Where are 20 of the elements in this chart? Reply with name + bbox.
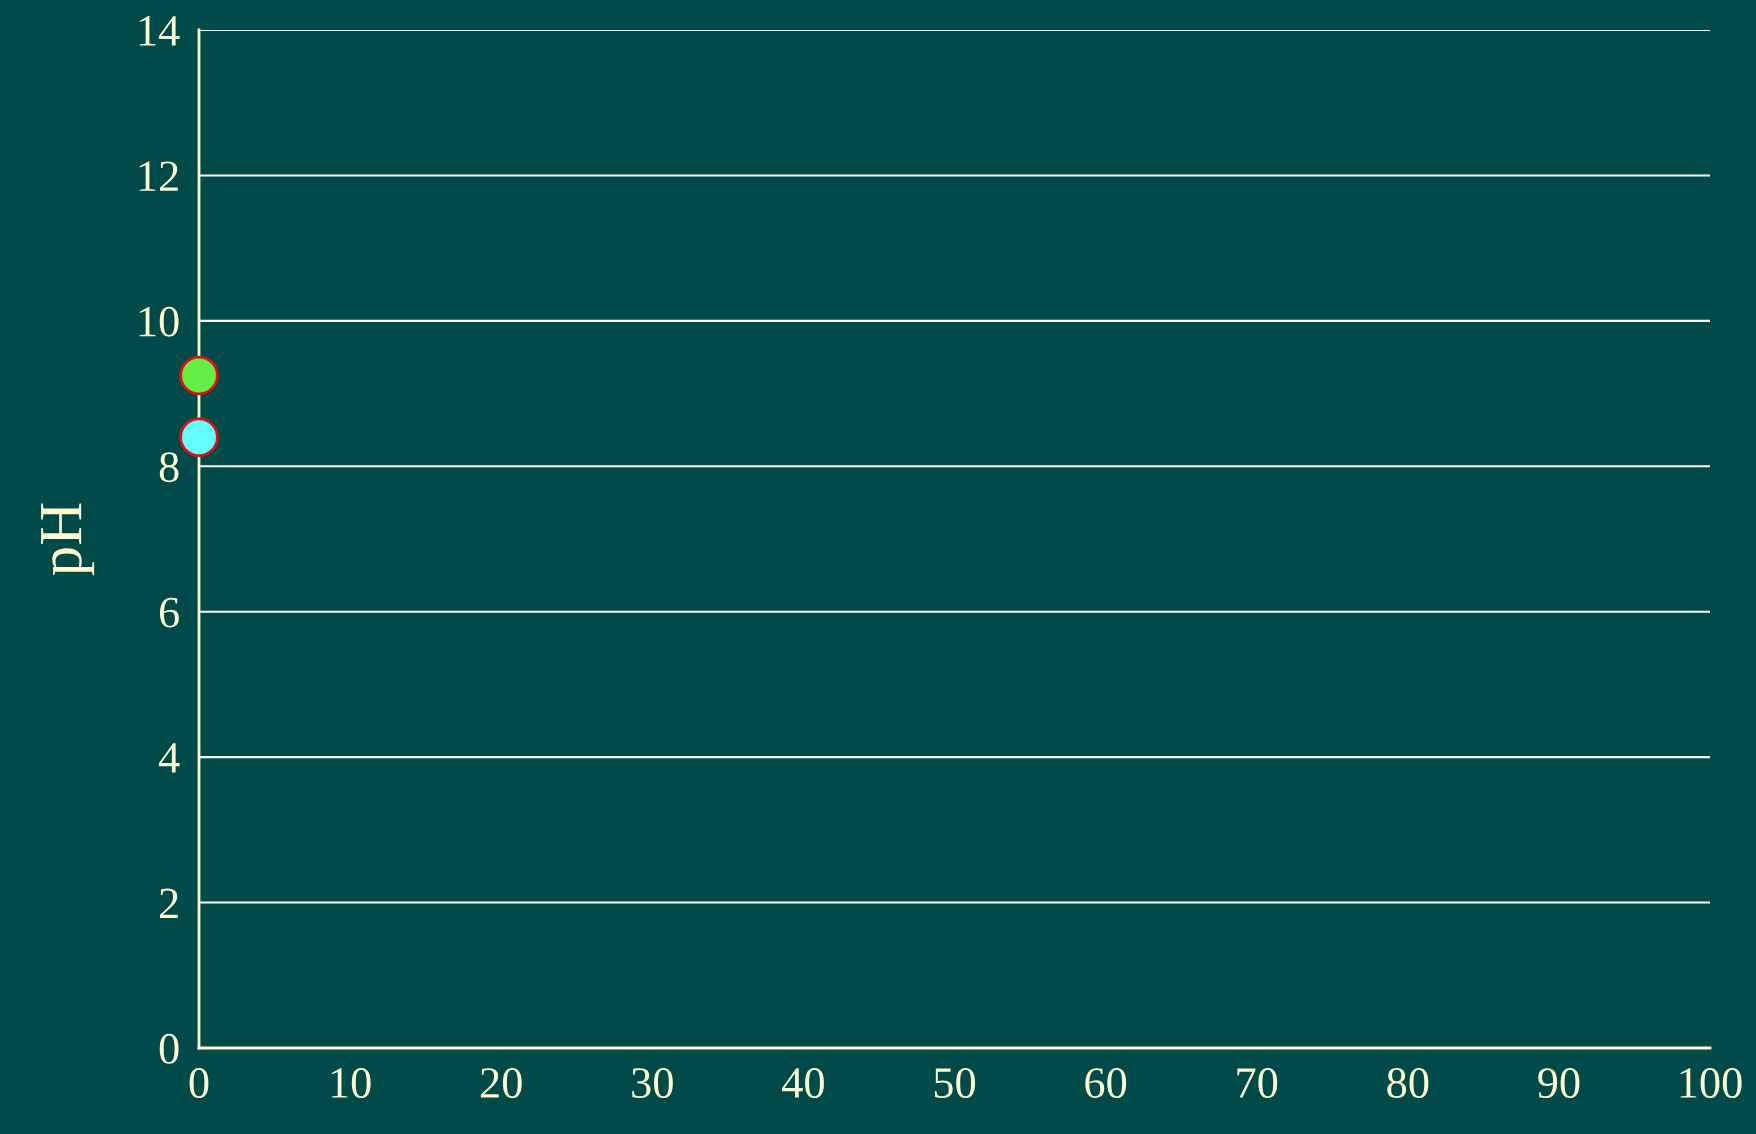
y-tick-label: 10: [139, 306, 179, 337]
x-tick-label: 30: [632, 1068, 673, 1099]
x-tick-label: 100: [1680, 1068, 1742, 1099]
y-tick-label: 0: [159, 1033, 179, 1064]
y-tick-label: 6: [159, 597, 179, 628]
x-tick-label: 60: [1085, 1068, 1127, 1099]
y-tick-label: 2: [159, 888, 178, 918]
y-axis-title: pH: [41, 503, 95, 576]
x-tick-label: 80: [1387, 1068, 1429, 1099]
x-tick-label: 20: [480, 1068, 522, 1099]
x-tick-label: 40: [782, 1068, 824, 1099]
y-tick-label: 8: [159, 452, 179, 483]
x-tick-label: 70: [1237, 1068, 1278, 1099]
y-tick-label: 4: [158, 743, 180, 773]
y-tick-label: 14: [139, 16, 180, 46]
y-tick-label: 12: [139, 161, 178, 191]
x-tick-label: 50: [934, 1068, 976, 1099]
x-tick-label: 0: [189, 1068, 209, 1099]
x-tick-label: 10: [331, 1068, 371, 1099]
x-tick-label: 90: [1538, 1068, 1580, 1099]
